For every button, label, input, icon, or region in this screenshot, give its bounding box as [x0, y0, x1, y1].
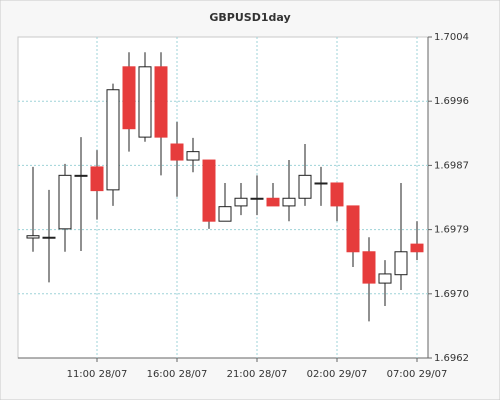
candle-body: [74, 174, 88, 177]
candle-body: [346, 205, 360, 253]
candle-body: [202, 159, 216, 222]
candle-body: [58, 174, 72, 230]
x-tick-label: 07:00 29/07: [387, 369, 448, 380]
x-tick-label: 16:00 28/07: [147, 369, 208, 380]
candle-body: [122, 66, 136, 130]
candle-body: [378, 273, 392, 284]
candle-body: [314, 182, 328, 185]
y-tick-label: 1.6996: [434, 96, 469, 107]
y-tick-label: 1.6970: [434, 289, 469, 300]
candle-body: [250, 197, 264, 200]
y-tick-label: 1.7004: [434, 32, 469, 43]
candle-body: [138, 66, 152, 138]
candle-body: [234, 197, 248, 207]
candle-body: [298, 174, 312, 199]
candle-body: [330, 182, 344, 207]
y-tick-label: 1.6979: [434, 225, 469, 236]
candle-body: [90, 166, 104, 192]
y-tick-label: 1.6987: [434, 160, 469, 171]
candle-body: [394, 251, 408, 276]
candle-body: [282, 197, 296, 207]
candle-body: [106, 89, 120, 191]
x-tick-label: 11:00 28/07: [67, 369, 128, 380]
candle-body: [266, 197, 280, 207]
plot-area: [17, 36, 429, 359]
y-tick-label: 1.6962: [434, 353, 469, 364]
candle-body: [42, 236, 56, 239]
chart-title: GBPUSD1day: [209, 11, 290, 24]
x-tick-label: 02:00 29/07: [307, 369, 368, 380]
candle-body: [26, 235, 40, 239]
candle-body: [218, 206, 232, 222]
candle-body: [170, 143, 184, 161]
candle-body: [410, 243, 424, 253]
x-tick-label: 21:00 28/07: [227, 369, 288, 380]
candle-body: [186, 151, 200, 161]
candle-body: [362, 251, 376, 284]
candle-body: [154, 66, 168, 138]
